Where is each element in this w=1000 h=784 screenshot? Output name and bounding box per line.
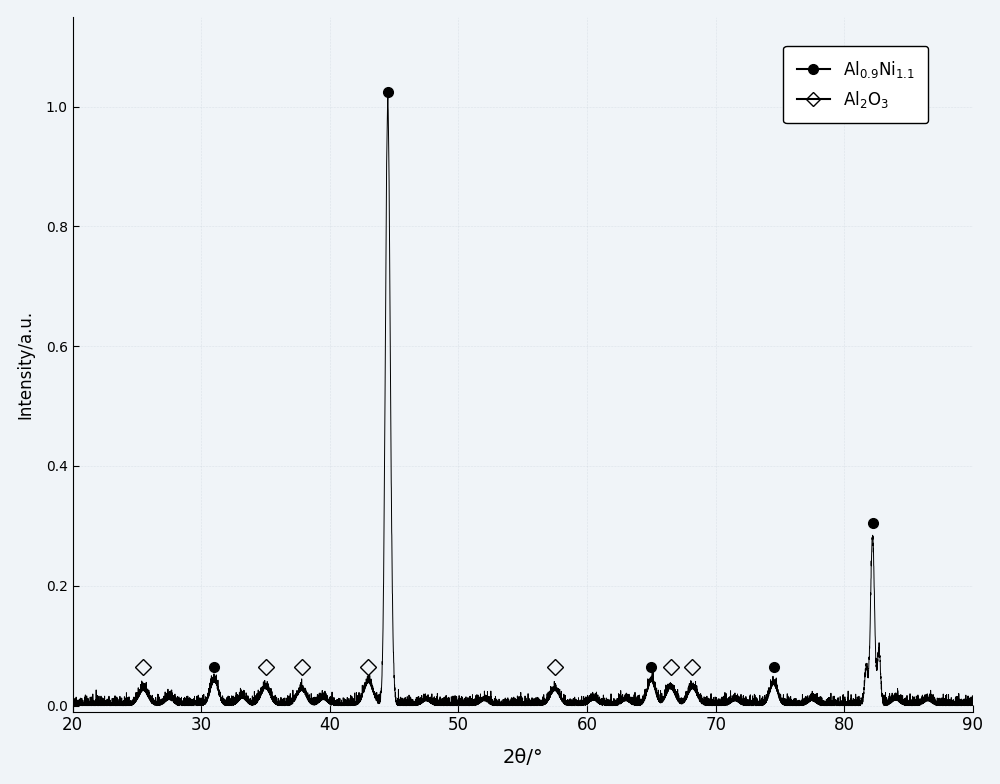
X-axis label: 2θ/°: 2θ/° [502,749,543,768]
Y-axis label: Intensity/a.u.: Intensity/a.u. [17,310,35,419]
Legend: Al$_{0.9}$Ni$_{1.1}$, Al$_{2}$O$_{3}$: Al$_{0.9}$Ni$_{1.1}$, Al$_{2}$O$_{3}$ [783,45,928,123]
